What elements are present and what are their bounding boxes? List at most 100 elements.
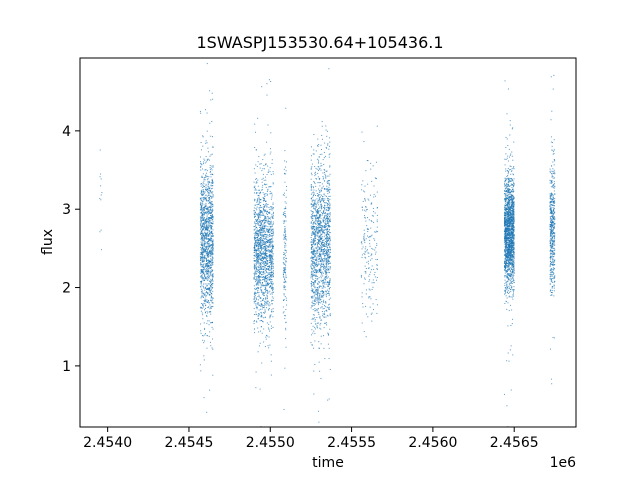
data-point <box>267 239 269 241</box>
data-point <box>206 301 208 303</box>
data-point <box>325 310 327 312</box>
data-point <box>255 254 257 256</box>
data-point <box>326 272 328 274</box>
data-point <box>254 185 256 187</box>
data-point <box>210 176 212 178</box>
data-point <box>207 278 209 280</box>
data-point <box>377 231 379 233</box>
data-point <box>272 273 274 275</box>
data-point <box>203 299 205 301</box>
data-point <box>510 221 512 223</box>
data-point <box>205 237 207 239</box>
data-point <box>256 308 258 310</box>
data-point <box>326 195 328 197</box>
data-point <box>209 304 211 306</box>
data-point <box>266 83 268 85</box>
data-point <box>209 294 211 296</box>
data-point <box>259 211 261 213</box>
data-point <box>205 237 207 239</box>
data-point <box>264 233 266 235</box>
data-point <box>208 260 210 262</box>
data-point <box>318 208 320 210</box>
data-point <box>264 276 266 278</box>
data-point <box>311 243 313 245</box>
data-point <box>311 241 313 243</box>
data-point <box>258 215 260 217</box>
data-point <box>203 198 205 200</box>
data-point <box>267 189 269 191</box>
data-point <box>203 212 205 214</box>
data-point <box>270 206 272 208</box>
data-point <box>258 203 260 205</box>
data-point <box>266 275 268 277</box>
data-point <box>266 220 268 222</box>
data-point <box>261 276 263 278</box>
data-point <box>212 204 214 206</box>
data-point <box>320 343 322 345</box>
data-point <box>260 263 262 265</box>
data-point <box>329 220 331 222</box>
data-point <box>205 212 207 214</box>
data-point <box>283 213 285 215</box>
data-point <box>265 287 267 289</box>
data-point <box>310 236 312 238</box>
data-point <box>511 151 513 153</box>
data-point <box>319 247 321 249</box>
data-point <box>270 226 272 228</box>
data-point <box>310 186 312 188</box>
data-point <box>271 235 273 237</box>
data-point <box>200 276 202 278</box>
data-point <box>205 140 207 142</box>
data-point <box>202 257 204 259</box>
data-point <box>322 290 324 292</box>
data-point <box>201 220 203 222</box>
data-point <box>312 223 314 225</box>
data-point <box>376 245 378 247</box>
data-point <box>320 307 322 309</box>
data-point <box>320 207 322 209</box>
data-point <box>316 294 318 296</box>
data-point <box>316 310 318 312</box>
data-point <box>370 203 372 205</box>
data-point <box>327 222 329 224</box>
data-point <box>200 232 202 234</box>
data-point <box>310 260 312 262</box>
data-point <box>320 269 322 271</box>
data-point <box>327 263 329 265</box>
data-point <box>372 279 374 281</box>
data-point <box>325 213 327 215</box>
data-point <box>261 220 263 222</box>
data-point <box>322 200 324 202</box>
data-point <box>322 252 324 254</box>
data-point <box>255 303 257 305</box>
data-point <box>262 177 264 179</box>
data-point <box>264 183 266 185</box>
data-point <box>327 198 329 200</box>
data-point <box>211 269 213 271</box>
data-point <box>264 249 266 251</box>
data-point <box>318 270 320 272</box>
data-point <box>201 214 203 216</box>
data-point <box>320 234 322 236</box>
data-point <box>328 210 330 212</box>
data-point <box>210 259 212 261</box>
data-point <box>255 269 257 271</box>
data-point <box>323 253 325 255</box>
data-point <box>264 215 266 217</box>
data-point <box>207 253 209 255</box>
data-point <box>255 219 257 221</box>
data-point <box>283 286 285 288</box>
data-point <box>322 240 324 242</box>
data-point <box>260 253 262 255</box>
data-point <box>329 328 331 330</box>
data-point <box>212 223 214 225</box>
data-point <box>272 265 274 267</box>
data-point <box>265 193 267 195</box>
data-point <box>376 226 378 228</box>
data-point <box>314 243 316 245</box>
data-point <box>258 263 260 265</box>
data-point <box>265 220 267 222</box>
data-point <box>508 277 510 279</box>
data-point <box>205 300 207 302</box>
data-point <box>367 252 369 254</box>
